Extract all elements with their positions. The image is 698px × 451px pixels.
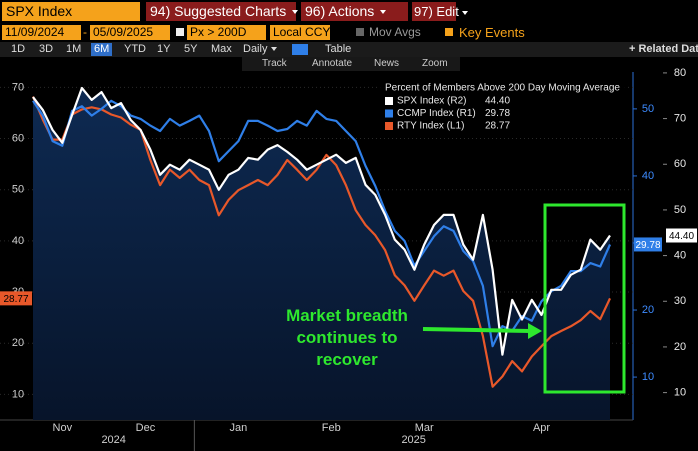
y3-tick-label: 80 — [674, 67, 686, 79]
area — [33, 88, 610, 420]
legend-swatch — [385, 97, 393, 105]
y3-tick-label: 10 — [674, 387, 686, 399]
y3-tick-label: 60 — [674, 158, 686, 170]
y-tick-label: 70 — [12, 81, 24, 93]
y-tick-label: 50 — [12, 184, 24, 196]
period-button[interactable]: 1M — [66, 43, 82, 55]
tool-button[interactable]: Annotate — [312, 58, 353, 69]
currency-selector[interactable]: Local CCY — [270, 25, 330, 40]
last-value-tag — [666, 228, 697, 243]
tool-bar — [242, 57, 460, 71]
legend-title: Percent of Members Above 200 Day Moving … — [385, 83, 620, 94]
line — [32, 99, 612, 348]
annotation-text: Market breadth continues to recover — [286, 306, 408, 369]
y-tick-label: 20 — [12, 337, 24, 349]
last-value-label: 44.40 — [669, 231, 694, 242]
period-bar — [0, 42, 698, 57]
y3-tick-label: 30 — [674, 295, 686, 307]
last-value-tag — [634, 237, 662, 252]
period-button[interactable]: Max — [211, 43, 232, 55]
annotation-arrowhead — [528, 323, 542, 339]
last-value-label: 28.77 — [3, 294, 28, 305]
y3-tick-label: 70 — [674, 112, 686, 124]
x-tick-label: Jan — [229, 422, 247, 434]
menu-button[interactable]: 94) Suggested Charts — [146, 2, 299, 21]
y2-tick-label: 50 — [642, 103, 654, 115]
last-value-tag — [0, 291, 32, 306]
key-events-label[interactable]: Key Events — [459, 25, 525, 40]
period-button[interactable]: YTD — [124, 43, 146, 55]
legend-label: SPX Index (R2) — [397, 96, 466, 107]
y-tick-label: 40 — [12, 235, 24, 247]
legend-value: 29.78 — [485, 108, 510, 119]
field-selector[interactable]: Px > 200D — [187, 25, 266, 40]
frequency-selector[interactable]: Daily — [240, 43, 280, 56]
period-button[interactable]: 1Y — [157, 43, 171, 55]
period-button[interactable]: 5Y — [184, 43, 198, 55]
start-date[interactable]: 11/09/2024 — [2, 25, 81, 40]
legend-label: RTY Index (L1) — [397, 121, 464, 132]
legend-swatch — [385, 122, 393, 130]
highlight-box — [543, 203, 626, 394]
y-tick-label: 10 — [12, 388, 24, 400]
annotation-arrow — [422, 327, 531, 333]
legend-value: 44.40 — [485, 96, 510, 107]
menu-button[interactable]: 97) Edit — [412, 2, 468, 21]
mov-avgs-label[interactable]: Mov Avgs — [369, 25, 421, 39]
tool-button[interactable]: Zoom — [422, 58, 448, 69]
period-button[interactable]: 6M — [91, 43, 113, 56]
legend-value: 28.77 — [485, 121, 510, 132]
legend-background — [380, 78, 628, 134]
y2-tick-label: 40 — [642, 170, 654, 182]
x-tick-label: Nov — [53, 422, 73, 434]
legend-swatch — [385, 109, 393, 118]
chart-icon[interactable] — [292, 44, 308, 55]
line — [32, 86, 611, 356]
y2-tick-label: 10 — [642, 371, 654, 383]
legend-label: CCMP Index (R1) — [397, 108, 476, 119]
related-button[interactable]: + Related Dat — [629, 43, 698, 55]
key-events-checkbox[interactable] — [445, 28, 453, 36]
period-button[interactable]: 1D — [11, 43, 26, 55]
legend: Percent of Members Above 200 Day Moving … — [380, 78, 628, 134]
tool-button[interactable]: Track — [262, 58, 287, 69]
table-button[interactable]: Table — [325, 43, 352, 55]
date-separator: - — [83, 25, 87, 39]
frequency-label: Daily — [243, 43, 268, 55]
year-label: 2024 — [101, 434, 125, 446]
end-date[interactable]: 05/09/2025 — [90, 25, 170, 40]
x-tick-label: Mar — [415, 422, 434, 434]
period-button[interactable]: 3D — [39, 43, 54, 55]
related-label: Related Dat — [638, 43, 698, 55]
security-field[interactable]: SPX Index — [2, 2, 140, 21]
x-tick-label: Apr — [533, 422, 550, 434]
y-tick-label: 60 — [12, 132, 24, 144]
menu-label: 97) Edit — [414, 4, 459, 19]
menu-label: 96) Actions — [305, 3, 375, 19]
y2-tick-label: 20 — [642, 304, 654, 316]
mov-avgs-checkbox[interactable] — [356, 28, 364, 36]
tool-button[interactable]: News — [374, 58, 400, 69]
x-tick-label: Feb — [322, 422, 341, 434]
y3-tick-label: 50 — [674, 204, 686, 216]
y3-tick-label: 20 — [674, 341, 686, 353]
last-value-label: 29.78 — [635, 240, 660, 251]
menu-button[interactable]: 96) Actions — [301, 2, 408, 21]
y3-tick-label: 40 — [674, 249, 686, 261]
menu-label: 94) Suggested Charts — [150, 3, 287, 19]
x-tick-label: Dec — [136, 422, 156, 434]
year-label: 2025 — [401, 434, 425, 446]
field-checkbox[interactable] — [176, 28, 184, 36]
